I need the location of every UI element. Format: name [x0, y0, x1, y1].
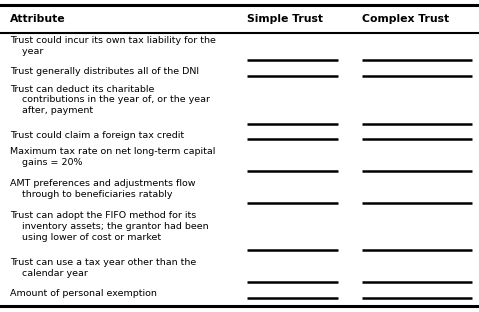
Text: Amount of personal exemption: Amount of personal exemption	[10, 289, 157, 298]
Text: AMT preferences and adjustments flow
    through to beneficiaries ratably: AMT preferences and adjustments flow thr…	[10, 179, 195, 199]
Text: Attribute: Attribute	[10, 14, 65, 24]
Text: Trust can use a tax year other than the
    calendar year: Trust can use a tax year other than the …	[10, 258, 196, 278]
Text: Complex Trust: Complex Trust	[362, 14, 449, 24]
Text: Trust could incur its own tax liability for the
    year: Trust could incur its own tax liability …	[10, 37, 216, 56]
Text: Trust can deduct its charitable
    contributions in the year of, or the year
  : Trust can deduct its charitable contribu…	[10, 85, 210, 115]
Text: Trust generally distributes all of the DNI: Trust generally distributes all of the D…	[10, 67, 199, 76]
Text: Simple Trust: Simple Trust	[247, 14, 323, 24]
Text: Maximum tax rate on net long-term capital
    gains = 20%: Maximum tax rate on net long-term capita…	[10, 147, 215, 167]
Text: Trust could claim a foreign tax credit: Trust could claim a foreign tax credit	[10, 131, 184, 140]
Text: Trust can adopt the FIFO method for its
    inventory assets; the grantor had be: Trust can adopt the FIFO method for its …	[10, 211, 208, 241]
